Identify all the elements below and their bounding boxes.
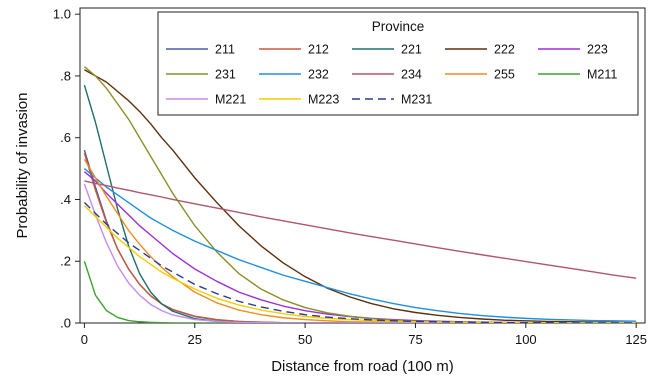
y-tick-label: 1.0	[53, 7, 71, 22]
series-line-232	[83, 168, 637, 322]
series-line-221	[83, 85, 637, 323]
legend-label-223: 223	[587, 43, 608, 57]
x-tick-label: 50	[298, 332, 312, 347]
legend-label-231: 231	[215, 68, 236, 82]
y-tick-label: .6	[60, 130, 71, 145]
y-axis: .0 .2 .4 .6 .8 1.0	[53, 7, 80, 331]
y-tick-label: .4	[60, 192, 71, 207]
series-line-222	[84, 69, 637, 323]
y-tick-label: .0	[60, 316, 71, 331]
series-line-M221	[83, 183, 637, 323]
legend-label-M223: M223	[308, 93, 339, 107]
legend-label-M221: M221	[215, 93, 246, 107]
y-tick-label: .8	[60, 68, 71, 83]
series-line-M211	[83, 261, 637, 323]
series-line-212	[83, 152, 637, 323]
x-tick-label: 100	[515, 332, 537, 347]
x-tick-label: 0	[81, 332, 88, 347]
legend-label-232: 232	[308, 68, 329, 82]
x-tick-label: 125	[625, 332, 647, 347]
legend-label-255: 255	[494, 68, 515, 82]
legend-label-221: 221	[401, 43, 422, 57]
x-tick-label: 75	[408, 332, 422, 347]
legend-label-234: 234	[401, 68, 422, 82]
legend-label-222: 222	[494, 43, 515, 57]
legend-label-212: 212	[308, 43, 329, 57]
x-tick-label: 25	[188, 332, 202, 347]
series-line-211	[83, 149, 637, 323]
legend-label-M211: M211	[587, 68, 617, 82]
series-lines	[83, 66, 637, 323]
series-line-255	[83, 158, 637, 323]
y-tick-label: .2	[60, 254, 71, 269]
x-axis: 0 25 50 75 100 125	[81, 323, 647, 347]
legend-box	[157, 11, 639, 116]
y-axis-title: Probability of invasion	[14, 93, 31, 239]
series-line-M231	[83, 202, 637, 323]
legend: Province 211 212 221 222 223 231 232 234 255 M211 M…	[157, 11, 639, 116]
legend-label-211: 211	[215, 43, 235, 57]
x-axis-title: Distance from road (100 m)	[271, 358, 454, 375]
legend-title: Province	[372, 19, 425, 34]
series-line-M223	[83, 205, 637, 323]
series-line-234	[84, 180, 637, 279]
legend-label-M231: M231	[401, 93, 432, 107]
